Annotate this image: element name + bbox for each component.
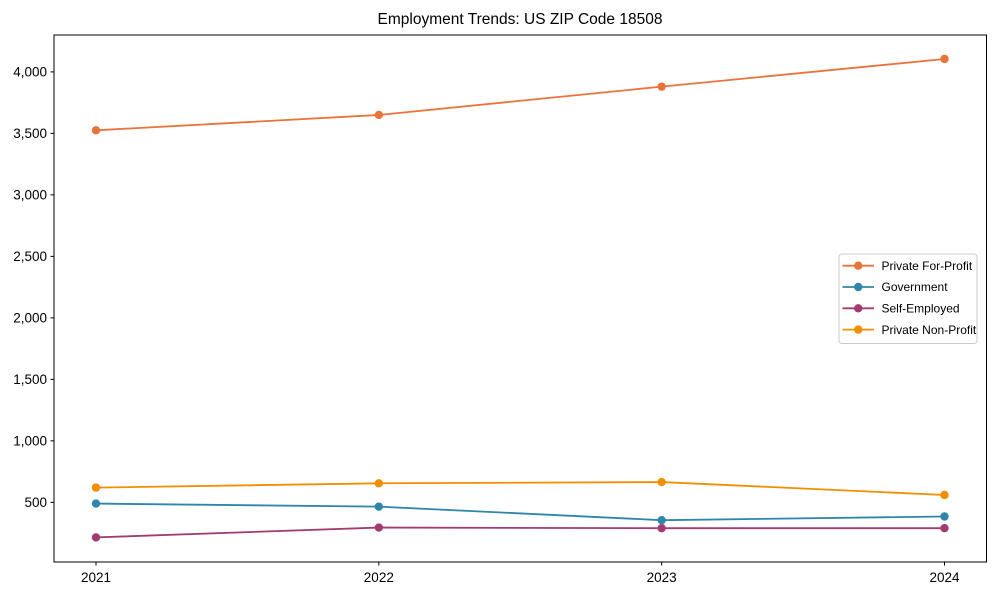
data-point: [374, 110, 384, 120]
data-point: [91, 533, 101, 542]
legend-marker: [854, 325, 863, 334]
data-point: [374, 479, 384, 488]
legend-entry: Government: [842, 280, 949, 294]
plot-area: 500 1,000 1,500 2,000 2,500 3,000 3,500 4,000 20…: [13, 34, 987, 585]
data-point: [657, 515, 666, 525]
y-tick-label: 2,000: [13, 311, 47, 326]
legend-label: Government: [882, 280, 949, 294]
x-tick-label: 2022: [364, 570, 394, 585]
legend-marker: [854, 282, 863, 292]
x-axis: 2021 2022 2023 2024: [81, 562, 960, 585]
y-axis: 500 1,000 1,500 2,000 2,500 3,000 3,500 4,000: [13, 65, 54, 510]
legend-marker: [854, 261, 863, 270]
legend-entry: Private For-Profit: [842, 259, 973, 273]
legend-label: Private For-Profit: [882, 259, 973, 273]
legend-entry: Self-Employed: [842, 302, 960, 316]
y-tick-label: 3,000: [13, 188, 47, 203]
legend-box: [838, 253, 978, 344]
data-point: [940, 490, 949, 500]
y-tick-label: 2,500: [13, 249, 47, 264]
series-line: [95, 481, 945, 496]
series-line: [95, 526, 945, 539]
data-point: [940, 523, 949, 533]
data-point: [940, 54, 949, 64]
series-private-for-profit: [91, 54, 949, 135]
y-tick-label: 3,500: [13, 126, 47, 141]
data-point: [91, 126, 101, 135]
legend: Private For-Profit Government Self-Employe…: [838, 253, 978, 344]
y-tick-label: 1,500: [13, 372, 47, 387]
data-point: [91, 499, 101, 508]
series-line: [95, 58, 945, 132]
chart-title: Employment Trends: US ZIP Code 18508: [378, 11, 663, 28]
series-self-employed: [91, 523, 949, 542]
series-private-non-profit: [91, 477, 949, 500]
series-government: [91, 499, 949, 525]
data-point: [657, 82, 666, 91]
legend-label: Self-Employed: [882, 302, 960, 316]
x-tick-label: 2024: [929, 570, 960, 585]
data-point: [657, 523, 666, 533]
y-tick-label: 500: [24, 495, 47, 510]
data-point: [657, 477, 666, 487]
legend-entry: Private Non-Profit: [842, 323, 977, 337]
x-tick-label: 2023: [647, 570, 677, 585]
data-point: [374, 502, 384, 511]
data-point: [940, 512, 949, 521]
plot-border: [53, 34, 987, 563]
series-line: [95, 502, 945, 522]
data-point: [91, 483, 101, 492]
y-tick-label: 1,000: [13, 434, 47, 449]
x-tick-label: 2021: [81, 570, 111, 585]
legend-label: Private Non-Profit: [882, 323, 977, 337]
legend-marker: [854, 304, 863, 313]
y-tick-label: 4,000: [13, 65, 47, 80]
data-point: [374, 523, 384, 532]
